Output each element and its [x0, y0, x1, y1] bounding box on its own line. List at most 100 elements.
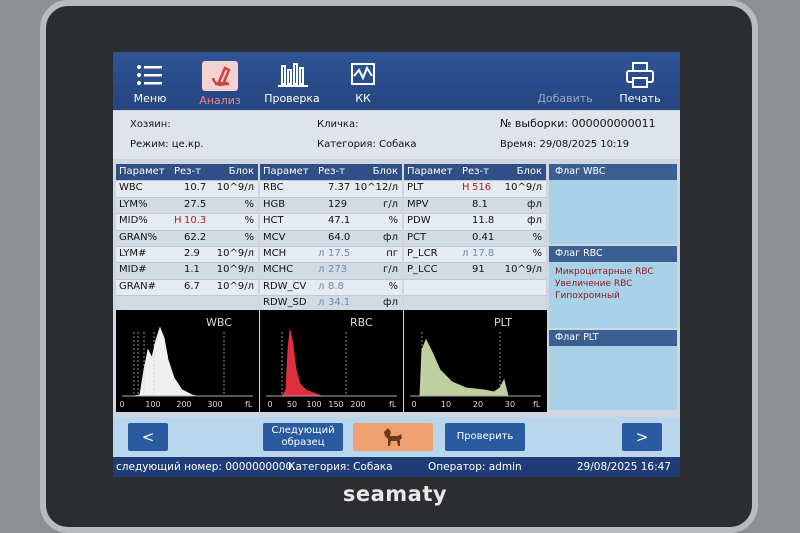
result-value: 2.9 [184, 248, 200, 259]
toolbar-item[interactable]: Печать [608, 56, 672, 110]
unit: 10^9/л [216, 182, 254, 194]
table-row-bg [404, 246, 546, 263]
table-header: Парамет [407, 166, 453, 177]
toolbar-label: Анализ [199, 94, 241, 107]
brand-logo: seamaty [342, 482, 448, 506]
table-row-bg [260, 278, 402, 296]
table-row-bg [404, 229, 546, 246]
result-value: 47.1 [328, 215, 351, 227]
histogram-curve [133, 326, 197, 397]
tick-label: 30 [505, 400, 515, 409]
histogram-title: PLT [494, 316, 512, 329]
unit: % [388, 280, 398, 292]
result-value: 6.7 [184, 280, 200, 292]
histogram-title: WBC [206, 316, 232, 329]
unit-label: fL [533, 400, 541, 409]
param-name: MCHC [263, 264, 294, 276]
result-value: 27.5 [184, 198, 207, 210]
result-value: 91 [472, 264, 485, 276]
owner: Хозяин: [130, 119, 171, 130]
table-row-bg [260, 196, 402, 214]
unit: фл [383, 231, 398, 243]
flag-item: Микроцитарные RBC [555, 267, 654, 277]
flag-item: Гипохромный [555, 291, 620, 301]
next-number: следующий номер: 0000000000... [116, 461, 303, 473]
table-row-bg [260, 295, 402, 312]
verify-button[interactable]: Проверить [445, 423, 525, 451]
unit: 10^9/л [504, 182, 542, 194]
toolbar-item[interactable]: Проверка [260, 56, 324, 110]
param-name: MID% [119, 215, 148, 227]
result-value: 62.2 [184, 231, 207, 243]
tick-label: 0 [267, 400, 272, 409]
table-header: Рез-т [318, 166, 345, 177]
tick-label: 0 [119, 400, 124, 409]
table-row-bg [404, 213, 546, 230]
flag-title: Флаг WBC [549, 164, 677, 180]
info-panel: Хозяин: Кличка: № выборки: 000000000011 … [113, 111, 680, 159]
button-bar: < Следующий образец Проверить > [113, 417, 680, 457]
toolbar-label: Проверка [264, 92, 320, 105]
result-value: 11.8 [472, 215, 495, 227]
result-flag: H [174, 215, 182, 227]
tick-label: 200 [176, 400, 191, 409]
param-name: LYM# [119, 248, 147, 259]
unit: % [244, 198, 254, 210]
table-row-bg [260, 213, 402, 230]
toolbar-icon [137, 65, 162, 85]
unit: 10^9/л [504, 264, 542, 276]
table-header: Рез-т [174, 166, 201, 177]
unit: % [388, 215, 398, 227]
table-row-bg [116, 229, 258, 246]
next-button[interactable]: > [622, 423, 662, 451]
result-value: 17.5 [328, 248, 351, 259]
table-row-bg [260, 229, 402, 246]
toolbar-label: Печать [619, 92, 661, 105]
unit: г/л [382, 264, 398, 276]
toolbar: Меню Анализ Проверка КК Добавить Печать [113, 52, 680, 110]
flag-panel: Флаг WBC [549, 164, 677, 244]
table-header: Блок [372, 166, 398, 177]
status-category: Категория: Собака [288, 461, 393, 473]
unit: % [532, 231, 542, 243]
result-flag: л [318, 248, 325, 259]
result-flag: л [318, 280, 325, 292]
param-name: GRAN% [119, 231, 158, 243]
param-name: GRAN# [119, 280, 156, 292]
time: Время: 29/08/2025 10:19 [500, 139, 630, 150]
table-row-bg [260, 246, 402, 263]
result-value: 516 [472, 182, 492, 194]
param-name: PDW [407, 215, 431, 227]
prev-button[interactable]: < [128, 423, 168, 451]
table-row-bg [116, 180, 258, 197]
result-flag: л [462, 248, 469, 259]
toolbar-item[interactable]: КК [331, 56, 395, 110]
flag-panel: Флаг PLT [549, 330, 677, 410]
toolbar-item[interactable]: Меню [118, 56, 182, 110]
next-sample-button[interactable]: Следующий образец [263, 423, 343, 451]
toolbar-item: Добавить [533, 56, 597, 110]
result-flag: л [318, 264, 325, 276]
param-name: RBC [263, 182, 284, 194]
table-header: Рез-т [462, 166, 489, 177]
histogram: PLT 0 10 20 30 fL [404, 310, 547, 412]
histogram: RBC 0 50 100 150 200 fL [260, 310, 403, 412]
tick-label: 100 [306, 400, 321, 409]
tick-label: 150 [328, 400, 343, 409]
result-value: 0.41 [472, 231, 495, 243]
toolbar-item[interactable]: Анализ [188, 56, 252, 110]
param-name: P_LCC [407, 264, 438, 276]
operator: Оператор: admin [428, 461, 522, 473]
tick-label: 200 [350, 400, 365, 409]
flag-item: Увеличение RBC [555, 279, 633, 289]
histogram: WBC 0 100 200 300 fL [116, 310, 259, 412]
print-icon [626, 62, 654, 88]
result-flag: л [318, 297, 325, 309]
unit: фл [527, 198, 542, 210]
unit: г/л [382, 198, 398, 210]
toolbar-label: Меню [133, 92, 167, 105]
pet-button[interactable] [353, 423, 433, 451]
result-value: 7.37 [328, 182, 351, 194]
tick-label: 300 [207, 400, 222, 409]
table-row-bg [404, 180, 546, 197]
